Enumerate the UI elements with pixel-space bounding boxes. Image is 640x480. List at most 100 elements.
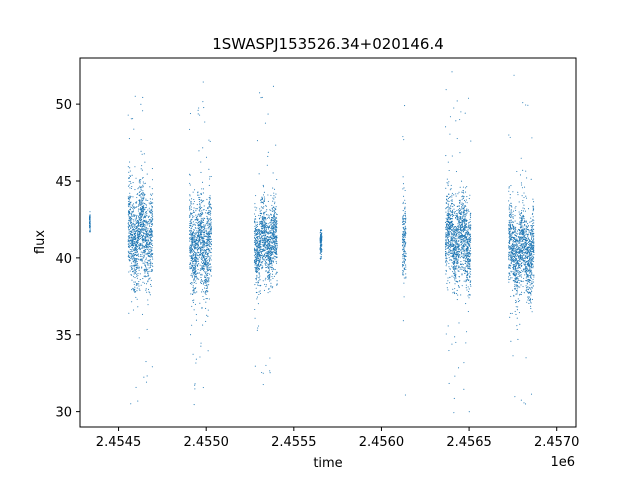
data-point bbox=[202, 254, 204, 256]
data-point bbox=[321, 245, 323, 247]
data-point bbox=[189, 214, 191, 216]
data-point bbox=[147, 253, 149, 255]
data-point bbox=[210, 225, 212, 227]
data-point bbox=[189, 226, 191, 228]
data-point bbox=[260, 200, 262, 202]
data-point bbox=[449, 116, 452, 118]
data-point bbox=[189, 268, 191, 270]
data-point bbox=[127, 213, 129, 216]
data-point bbox=[446, 178, 448, 180]
data-point bbox=[270, 286, 272, 288]
data-point bbox=[200, 216, 202, 218]
data-point bbox=[272, 230, 274, 232]
data-point bbox=[138, 267, 140, 269]
data-point bbox=[130, 251, 132, 253]
data-point bbox=[207, 213, 209, 215]
data-point bbox=[459, 186, 461, 188]
data-point bbox=[142, 222, 145, 224]
data-point bbox=[141, 243, 143, 245]
data-point bbox=[190, 234, 192, 236]
data-point bbox=[148, 262, 150, 265]
data-point bbox=[254, 250, 256, 252]
data-point bbox=[264, 245, 266, 247]
data-point bbox=[193, 278, 195, 280]
data-point bbox=[132, 219, 134, 221]
data-point bbox=[465, 248, 467, 251]
data-point bbox=[199, 230, 201, 232]
data-point bbox=[136, 275, 138, 277]
data-point bbox=[402, 224, 404, 226]
data-point bbox=[257, 254, 260, 256]
data-point bbox=[145, 244, 147, 246]
data-point bbox=[403, 187, 405, 189]
data-point bbox=[189, 209, 191, 211]
data-point bbox=[272, 253, 274, 255]
data-point bbox=[263, 196, 265, 198]
data-point bbox=[274, 207, 276, 209]
data-point bbox=[149, 246, 151, 248]
data-point bbox=[149, 243, 151, 245]
data-point bbox=[405, 273, 407, 275]
data-point bbox=[128, 245, 130, 247]
data-point bbox=[259, 248, 262, 250]
data-point bbox=[144, 233, 146, 235]
data-point bbox=[134, 252, 137, 254]
data-point bbox=[455, 193, 457, 195]
data-point bbox=[189, 194, 191, 196]
data-point bbox=[189, 182, 191, 184]
data-point bbox=[206, 239, 208, 242]
data-point bbox=[141, 245, 143, 247]
data-point bbox=[465, 250, 467, 252]
data-point bbox=[130, 187, 132, 190]
data-point bbox=[137, 283, 139, 285]
data-point bbox=[456, 209, 458, 211]
data-point bbox=[272, 219, 275, 221]
data-point bbox=[266, 255, 269, 257]
data-point bbox=[135, 253, 137, 256]
data-point bbox=[129, 224, 131, 227]
data-point bbox=[261, 228, 263, 230]
data-point bbox=[268, 265, 270, 267]
data-point bbox=[144, 226, 146, 228]
data-point bbox=[453, 194, 455, 196]
data-point bbox=[444, 252, 447, 254]
data-point bbox=[255, 267, 257, 269]
data-point bbox=[257, 230, 260, 232]
data-point bbox=[275, 237, 277, 239]
data-point bbox=[261, 267, 263, 269]
data-point bbox=[139, 186, 142, 188]
data-point bbox=[320, 246, 322, 248]
data-point bbox=[206, 231, 208, 233]
data-point bbox=[254, 231, 256, 233]
data-point bbox=[257, 242, 259, 244]
data-point bbox=[150, 253, 152, 255]
data-point bbox=[145, 257, 147, 259]
data-point bbox=[205, 282, 207, 284]
data-point bbox=[193, 235, 195, 237]
data-point bbox=[448, 254, 450, 256]
data-point bbox=[469, 268, 471, 270]
data-point bbox=[464, 255, 466, 258]
data-point bbox=[256, 241, 258, 243]
data-point bbox=[455, 232, 457, 234]
data-point bbox=[450, 188, 452, 190]
data-point bbox=[141, 214, 143, 216]
data-point bbox=[459, 119, 461, 121]
data-point bbox=[470, 217, 472, 219]
data-point bbox=[148, 267, 150, 269]
data-point bbox=[136, 197, 138, 199]
data-point bbox=[201, 252, 203, 254]
data-point bbox=[447, 252, 449, 254]
data-point bbox=[204, 281, 206, 283]
data-point bbox=[402, 246, 405, 248]
data-point bbox=[143, 254, 145, 257]
data-point bbox=[144, 194, 146, 196]
data-point bbox=[263, 191, 265, 193]
data-point bbox=[461, 233, 463, 235]
data-point bbox=[265, 286, 267, 288]
data-point bbox=[199, 235, 201, 237]
data-point bbox=[134, 247, 136, 249]
data-point bbox=[136, 263, 138, 265]
data-point bbox=[210, 231, 212, 233]
data-point bbox=[466, 277, 468, 279]
